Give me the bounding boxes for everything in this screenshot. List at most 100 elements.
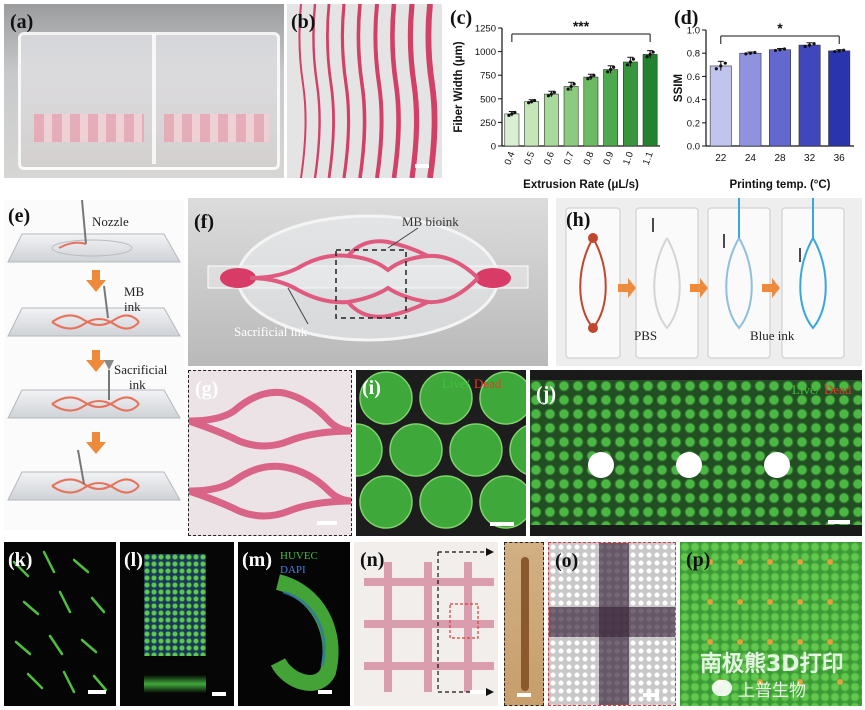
- bar: [798, 44, 821, 147]
- y-tick-label: 0: [491, 142, 496, 153]
- data-point: [592, 73, 596, 77]
- live-label: Live/: [442, 376, 470, 391]
- bar: [603, 69, 619, 147]
- panel-h: PBS Blue ink (h): [556, 198, 862, 366]
- perfusion-sequence: [565, 198, 845, 359]
- data-point: [549, 92, 553, 96]
- panel-label: (l): [124, 549, 143, 571]
- panel-e: Nozzle MB ink Sacrificial ink (e): [4, 200, 184, 530]
- mb-bioink-label: MB bioink: [402, 214, 459, 229]
- huvec-label: HUVEC: [280, 550, 318, 562]
- data-point: [648, 52, 652, 57]
- data-point: [586, 77, 590, 81]
- watermark-line1: 南极熊3D打印: [700, 652, 844, 677]
- data-point: [803, 44, 807, 49]
- fiber-lines: [298, 4, 438, 178]
- chart-fiber-width: 0 250 500 750 1000 1250 0.4 0.5 0.6 0.7 0.8 0.9 1.0 1…: [453, 18, 660, 191]
- huvec-fluorescence: [12, 550, 108, 694]
- panel-label: (m): [242, 549, 272, 571]
- panel-m: HUVEC DAPI (m): [238, 542, 350, 706]
- sacrificial-ink-label-2: ink: [129, 377, 146, 392]
- side-projection: [144, 666, 206, 696]
- confocal-stack: [144, 554, 206, 656]
- panel-label: (f): [194, 211, 214, 233]
- panel-l: (l): [120, 542, 234, 706]
- scale-bar: [415, 164, 429, 168]
- bar: [504, 113, 520, 147]
- hole-3: [764, 452, 790, 478]
- data-point: [645, 55, 649, 59]
- bar: [543, 93, 559, 147]
- y-tick-label: 0.6: [687, 72, 700, 83]
- channel-print-right: [164, 114, 269, 142]
- data-point: [744, 52, 748, 56]
- panel-label: (i): [362, 377, 381, 399]
- scale-bar: [88, 690, 106, 694]
- x-tick-label: 24: [745, 153, 757, 164]
- data-point: [606, 70, 610, 74]
- bar: [828, 50, 851, 147]
- x-tick-label: 0.7: [562, 150, 577, 166]
- panel-label: (k): [8, 549, 33, 571]
- cell-sheet: [530, 380, 862, 525]
- panel-i: Live/ Dead (i): [356, 370, 526, 536]
- bar: [622, 61, 638, 147]
- x-axis-label: Extrusion Rate (μL/s): [523, 179, 639, 191]
- channel-closeup: [189, 388, 351, 520]
- x-tick-label: 0.6: [542, 150, 557, 166]
- bar: [709, 65, 732, 147]
- sacrificial-ink-label-1: Sacrificial: [114, 362, 168, 377]
- data-point: [753, 50, 757, 55]
- hole-1: [588, 452, 614, 478]
- panel-label: (j): [536, 383, 556, 405]
- data-point: [569, 84, 573, 89]
- x-tick-label: 1.1: [641, 150, 656, 166]
- data-point: [530, 100, 534, 104]
- y-tick-label: 0.8: [687, 49, 700, 60]
- lumen-3d-render: [270, 574, 339, 691]
- x-tick-label: 0.8: [582, 150, 597, 166]
- dead-label: Dead: [474, 376, 502, 391]
- data-point: [546, 94, 550, 98]
- scale-bar: [317, 521, 337, 525]
- data-point: [778, 48, 782, 52]
- data-point: [527, 101, 531, 105]
- dapi-label: DAPI: [280, 564, 306, 576]
- chip-divider: [152, 34, 156, 164]
- bar: [769, 49, 791, 147]
- data-point: [837, 49, 841, 53]
- data-point: [833, 49, 837, 54]
- y-tick-label: 1250: [475, 24, 496, 35]
- dead-label: Dead: [824, 382, 852, 397]
- bar: [739, 52, 762, 147]
- watermark-logo-icon: [712, 680, 732, 696]
- scale-bar: [212, 692, 226, 696]
- bar: [524, 101, 540, 147]
- y-tick-label: 0.4: [687, 95, 700, 106]
- x-tick-label: 0.4: [503, 150, 518, 166]
- channel-crossing-h: [549, 607, 675, 637]
- data-point: [748, 51, 752, 55]
- printing-steps-illustration: [7, 200, 181, 501]
- x-tick-label: 0.9: [601, 150, 616, 166]
- panel-label: (e): [8, 205, 31, 227]
- y-tick-label: 250: [480, 118, 496, 129]
- mb-ink-label-1: MB: [124, 284, 145, 299]
- data-point: [723, 61, 727, 65]
- panel-f: MB bioink Sacrificial ink (f): [188, 198, 548, 366]
- data-point: [609, 67, 613, 72]
- data-point: [589, 75, 593, 79]
- panel-label: (n): [360, 549, 385, 571]
- hole-2: [676, 452, 702, 478]
- panel-label: (d): [674, 7, 699, 29]
- panel-b: (b): [287, 4, 442, 178]
- x-tick-label: 32: [804, 153, 816, 164]
- panel-o: (o): [548, 542, 676, 706]
- panel-j: Live/ Dead (j): [530, 370, 862, 536]
- panel-c: 0 250 500 750 1000 1250 0.4 0.5 0.6 0.7 0.8 0.9 1.0 1…: [448, 4, 670, 194]
- y-tick-label: 750: [480, 71, 496, 82]
- panel-label: (h): [566, 209, 591, 231]
- data-point: [625, 63, 629, 67]
- data-point: [533, 98, 537, 103]
- panel-a: (a): [4, 4, 284, 178]
